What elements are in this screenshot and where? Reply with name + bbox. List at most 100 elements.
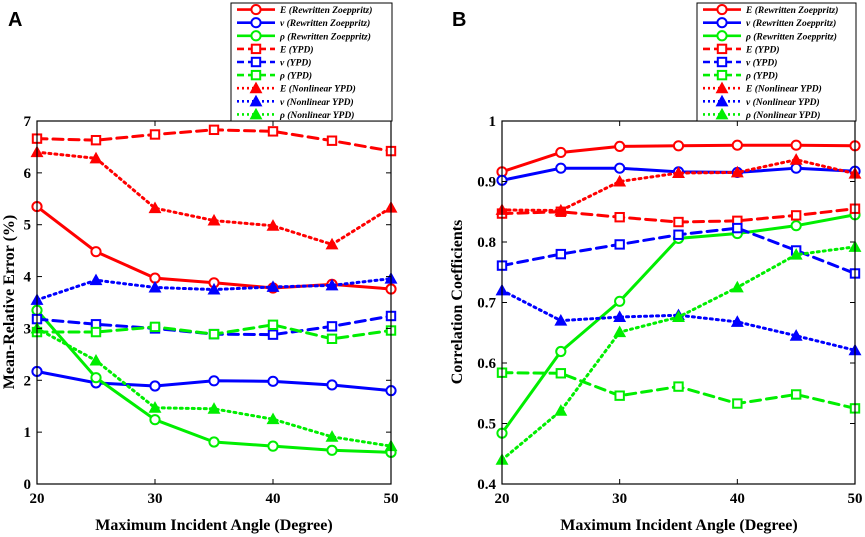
panel-a-data-point [90, 246, 102, 258]
panel-b-x-tick-label: 30 [612, 491, 627, 507]
panel-b-x-axis-title: Maximum Incident Angle (Degree) [560, 517, 797, 534]
panel-b-data-point [790, 139, 802, 151]
panel-a-data-point [149, 414, 161, 426]
panel-a-data-point [207, 213, 221, 226]
panel-b-data-point [555, 345, 567, 358]
panel-a-data-point [267, 329, 279, 340]
panel-a-data-point [326, 321, 338, 332]
panel-a-legend-label: v (YPD) [280, 58, 311, 69]
panel-a-legend-marker [249, 81, 263, 94]
panel-a-data-point [267, 375, 279, 387]
panel-b-legend-label: ρ (YPD) [745, 71, 778, 82]
panel-b-legend-marker [716, 17, 728, 29]
panel-b-data-point [614, 140, 626, 153]
panel-a-legend-label: v (Rewritten Zoeppritz) [280, 18, 370, 29]
panel-b-series-line-8 [500, 245, 857, 462]
panel-a-label: A [8, 9, 22, 31]
panel-b-data-point [790, 162, 802, 174]
panel-a-legend-label: ρ (YPD) [279, 71, 312, 82]
panel-b-legend-label: E (Nonlinear YPD) [745, 84, 822, 95]
panel-a-data-point [208, 436, 220, 448]
panel-b-data-point [555, 146, 567, 159]
panel-b-legend-label: E (Rewritten Zoeppritz) [745, 5, 838, 16]
panel-a-data-point [148, 201, 162, 214]
panel-a-y-tick-label: 0 [24, 477, 32, 493]
panel-b-data-point [554, 203, 568, 216]
panel-a-x-tick-label: 30 [148, 491, 163, 507]
panel-b-y-tick-label: 0.8 [477, 235, 496, 251]
panel-a-data-point [207, 282, 221, 295]
panel-a: A 20 30 40 50 0 1 2 3 4 5 6 7 Maximum Incident Angl… [1, 2, 399, 534]
panel-a-y-axis-title: Mean-Relative Error (%) [1, 215, 18, 389]
panel-a-y-tick-label: 1 [24, 425, 32, 441]
panel-a-data-point [90, 326, 102, 338]
panel-a-data-point [267, 126, 279, 137]
panel-b-x-tick-label: 20 [495, 491, 510, 507]
panel-b-legend-marker [715, 94, 729, 107]
panel-a-legend-marker [249, 94, 263, 107]
panel-b-legend: E (Rewritten Zoeppritz) v (Rewritten Zoep… [696, 2, 857, 122]
panel-b-data-point [790, 210, 802, 221]
panel-a-data-point [207, 402, 221, 414]
panel-a-legend-label: v (Nonlinear YPD) [280, 97, 354, 108]
panel-b-y-tick-label: 1 [489, 114, 497, 130]
panel-a-data-point [267, 319, 279, 330]
panel-b-legend-label: E (YPD) [745, 44, 780, 55]
panel-a-data-point [266, 219, 280, 231]
panel-b-legend-marker [715, 81, 729, 94]
panel-a-x-tick-label: 20 [30, 491, 45, 507]
panel-b-data-point [555, 368, 567, 379]
panel-b-data-point [731, 139, 743, 151]
panel-b-y-axis-title: Correlation Coefficients [449, 220, 466, 385]
panel-b-data-point [790, 389, 802, 400]
panel-b-data-point [672, 310, 685, 322]
panel-b-data-point [730, 315, 744, 327]
panel-a-data-point [148, 401, 162, 413]
panel-b-data-point [672, 140, 685, 152]
panel-a-x-axis-title: Maximum Incident Angle (Degree) [95, 517, 332, 534]
panel-a-data-point [325, 430, 339, 442]
panel-b-x-tick-label: 50 [848, 491, 863, 507]
panel-a-data-point [90, 372, 102, 384]
panel-b-data-point [673, 381, 684, 392]
panel-a-data-point [325, 237, 339, 250]
panel-a-legend-marker [250, 56, 262, 68]
panel-a-legend-label: ρ (Rewritten Zoeppritz) [279, 31, 371, 42]
panel-b-data-point [730, 280, 744, 293]
panel-b-data-point [555, 162, 567, 174]
panel-b-y-tick-label: 0.6 [477, 356, 496, 372]
panel-a-legend-marker [250, 69, 262, 81]
panel-a-data-point [208, 328, 220, 340]
panel-b-data-point [789, 329, 803, 341]
panel-a-y-tick-label: 4 [24, 270, 32, 286]
panel-a-legend-marker [250, 3, 262, 16]
panel-a-legend-label: E (Rewritten Zoeppritz) [279, 5, 372, 16]
panel-a-data-point [326, 444, 338, 456]
panel-a-legend-marker [249, 107, 263, 120]
panel-b-legend-label: v (YPD) [746, 58, 777, 69]
panel-a-data-point [148, 280, 162, 293]
panel-a-legend-label: ρ (Nonlinear YPD) [279, 110, 354, 121]
panel-b: B 20 30 40 50 0.4 0.5 0.6 0.7 0.8 0.9 1 Maximum In… [449, 2, 863, 534]
panel-b-legend-marker [715, 107, 729, 120]
panel-a-data-point [89, 273, 103, 286]
panel-a-data-point [149, 321, 161, 333]
panel-b-y-tick-label: 0.7 [477, 296, 496, 312]
panel-a-data-point [266, 280, 280, 292]
panel-a-data-point [208, 375, 220, 387]
panel-b-data-point [554, 314, 568, 326]
panel-b-data-point [673, 216, 684, 228]
panel-b-legend-marker [716, 69, 728, 81]
panel-a-y-tick-label: 6 [24, 166, 32, 182]
panel-b-data-point [732, 398, 743, 409]
panel-b-label: B [452, 9, 466, 31]
panel-b-legend-label: ρ (Rewritten Zoeppritz) [745, 31, 837, 42]
panel-b-legend-label: v (Rewritten Zoeppritz) [746, 18, 836, 29]
panel-b-legend-marker [716, 56, 728, 68]
panel-b-legend-label: ρ (Nonlinear YPD) [745, 110, 820, 121]
panel-a-series-line-6 [35, 150, 393, 246]
panel-b-data-point [673, 229, 684, 240]
panel-b-data-point [614, 239, 625, 250]
panel-a-data-point [89, 151, 103, 164]
